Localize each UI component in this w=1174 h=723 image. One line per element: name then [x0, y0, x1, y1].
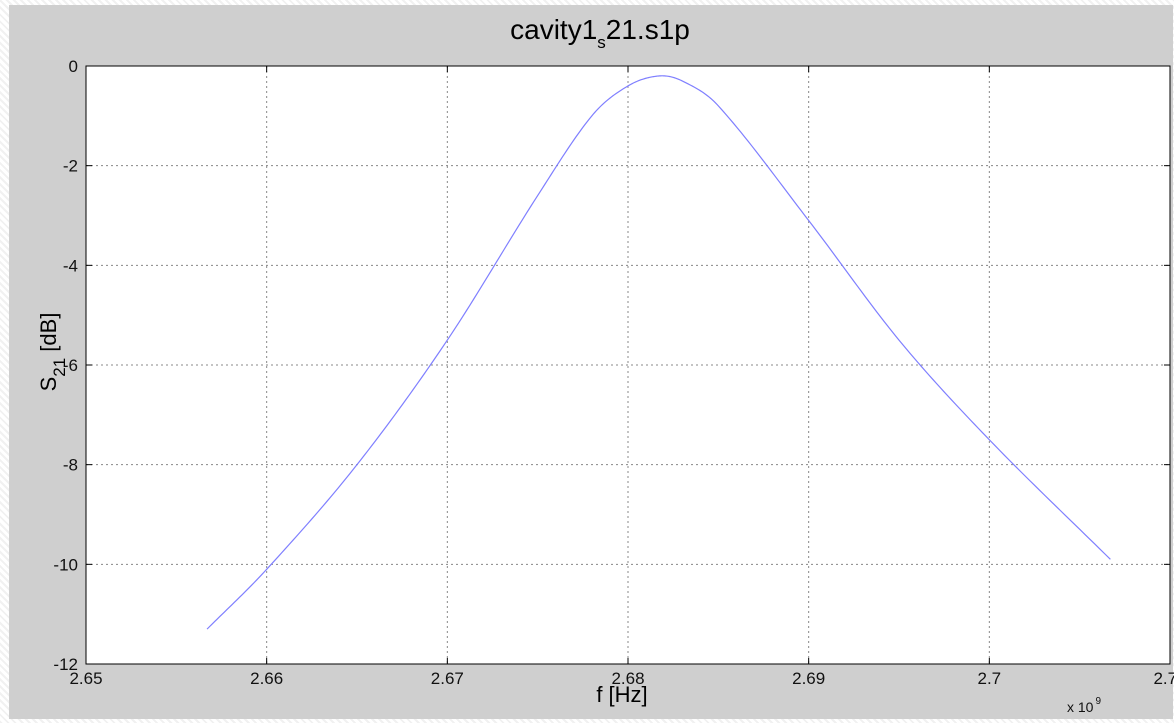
- y-tick-label: -8: [63, 456, 78, 475]
- tick-labels: 2.65 2.66 2.67 2.68 2.69 2.7 2.71 0 -2 -4 -6 -8 -10 -…: [53, 57, 1174, 688]
- y-tick-label: -4: [63, 256, 78, 275]
- y-axis-label-main: S: [36, 377, 61, 392]
- y-tick-label: -10: [53, 555, 78, 574]
- chart-title-main: cavity1: [510, 14, 597, 45]
- x-axis-label: f [Hz]: [596, 682, 647, 707]
- x-tick-label: 2.69: [792, 669, 825, 688]
- y-tick-label: -6: [63, 356, 78, 375]
- gridlines: [86, 66, 1170, 664]
- chart-title-rest: 21.s1p: [606, 14, 690, 45]
- x-tick-label: 2.67: [431, 669, 464, 688]
- x-tick-label: 2.65: [69, 669, 102, 688]
- chart-title-subscript: s: [597, 33, 606, 52]
- x-tick-label: 2.68: [611, 669, 644, 688]
- x-axis-multiplier-base: x 10: [1067, 699, 1094, 715]
- y-axis-label: S21 [dB]: [36, 313, 69, 392]
- x-axis-multiplier: x 10 9: [1067, 696, 1101, 715]
- y-tick-label: -12: [53, 655, 78, 674]
- x-tick-label: 2.7: [978, 669, 1002, 688]
- series-line: [206, 75, 1111, 630]
- chart-title: cavity1s21.s1p: [510, 14, 690, 52]
- x-tick-label: 2.71: [1153, 669, 1174, 688]
- axis-ticks: [85, 65, 1171, 665]
- x-axis-multiplier-exponent: 9: [1095, 696, 1101, 707]
- series-layer: [206, 75, 1111, 630]
- y-tick-label: -2: [63, 157, 78, 176]
- y-axis-label-subscript: 21: [50, 358, 69, 377]
- y-tick-label: 0: [69, 57, 78, 76]
- y-axis-label-rest: [dB]: [36, 313, 61, 358]
- x-tick-label: 2.66: [250, 669, 283, 688]
